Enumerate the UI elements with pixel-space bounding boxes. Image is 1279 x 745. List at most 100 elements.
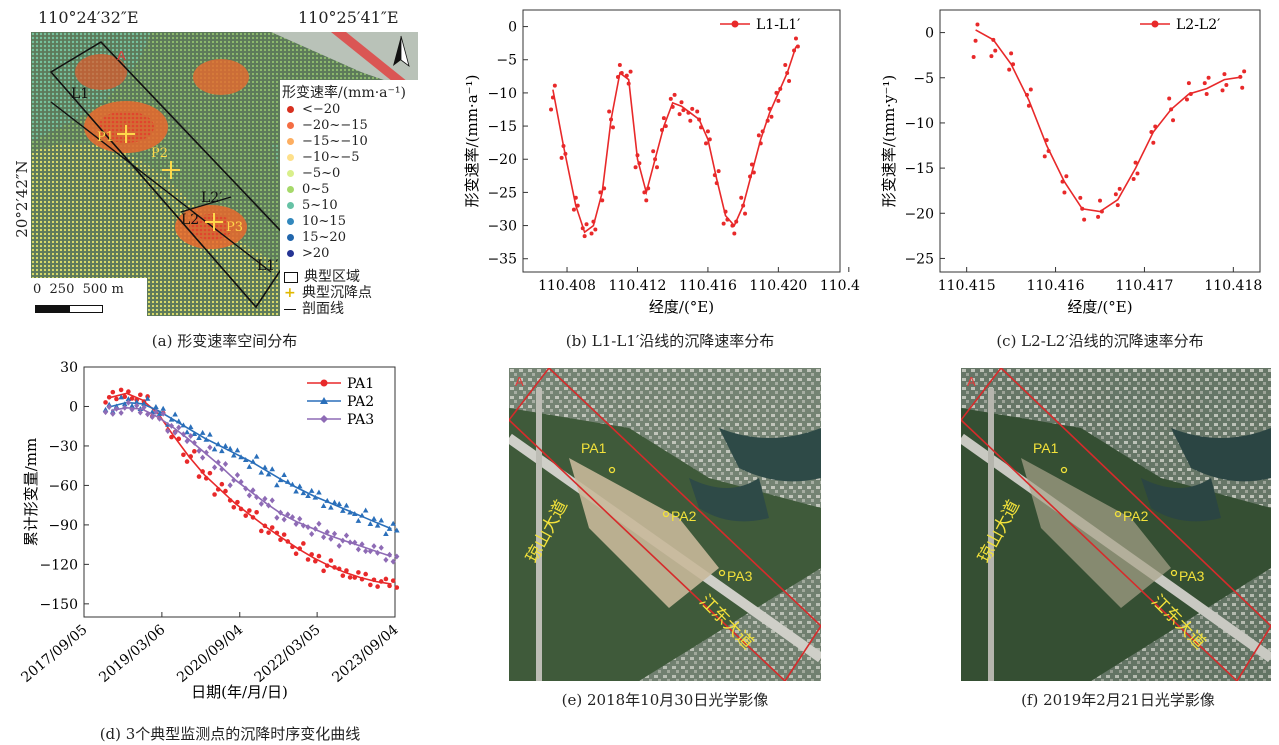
data-point <box>200 454 206 461</box>
data-point <box>721 221 726 226</box>
data-point <box>321 534 327 541</box>
data-point <box>269 466 276 472</box>
data-point <box>227 482 233 489</box>
data-point <box>378 517 385 523</box>
data-point <box>188 432 194 439</box>
data-point <box>207 444 213 451</box>
optical-image-2018: A PA1 PA2 PA3 琼山大道 江东大道 <box>509 368 821 681</box>
data-point <box>340 537 346 544</box>
legend-dot-icon <box>287 170 294 177</box>
data-point <box>1113 192 1118 197</box>
chart-c: 110.415 110.416 110.417 110.418 0 −5 −10 −15 −20… <box>880 9 1262 316</box>
legend-marker <box>320 397 328 404</box>
data-point <box>394 585 400 590</box>
data-point <box>1007 67 1012 72</box>
label-pa3: PA3 <box>1179 568 1205 584</box>
data-point <box>375 584 380 589</box>
data-point <box>371 515 377 521</box>
data-point <box>756 133 761 138</box>
data-point <box>730 223 735 228</box>
data-point <box>347 539 353 546</box>
data-point <box>320 502 327 508</box>
data-point <box>363 548 369 555</box>
y-tick-label: −25 <box>487 185 517 201</box>
data-point <box>707 137 712 142</box>
data-point <box>575 203 580 208</box>
data-point <box>1188 92 1193 97</box>
data-point <box>316 489 322 495</box>
series-line-pa2 <box>110 401 392 530</box>
data-point <box>110 410 116 417</box>
data-point <box>180 422 187 428</box>
data-point <box>1206 75 1211 80</box>
data-point <box>1044 138 1049 143</box>
data-point <box>624 73 629 78</box>
data-point <box>688 118 693 123</box>
data-point <box>359 512 365 518</box>
data-point <box>690 106 695 111</box>
data-point <box>207 431 213 437</box>
caption-c: (c) L2-L2′沿线的沉降速率分布 <box>996 332 1204 350</box>
data-point <box>549 107 554 112</box>
data-point <box>1222 72 1227 77</box>
data-point <box>266 530 271 535</box>
legend-label: PA1 <box>347 376 374 392</box>
data-point <box>1011 62 1016 67</box>
deformation-map: A L1 L1′ L2 L2′ P1 P2 P3 0 250 500 m 形变速… <box>31 32 418 316</box>
data-point <box>234 472 241 479</box>
data-point <box>394 527 400 533</box>
legend-label: PA2 <box>347 394 374 410</box>
data-point <box>607 109 612 114</box>
y-tick-label: 0 <box>925 26 934 42</box>
data-point <box>328 504 334 510</box>
x-tick-label: 2019/03/06 <box>96 622 168 686</box>
legend-item-label: 0~5 <box>302 182 330 197</box>
data-point <box>1240 85 1245 90</box>
data-point <box>284 478 291 484</box>
x-tick-label: 110.418 <box>1204 278 1262 294</box>
data-point <box>1220 88 1225 93</box>
data-point <box>192 449 197 454</box>
data-point <box>394 553 400 560</box>
data-point <box>172 429 178 436</box>
data-point <box>695 109 700 114</box>
data-point <box>343 532 350 539</box>
data-point <box>741 203 746 208</box>
legend-items: <−20 −20~−15 −15~−10 −10~−5 −5~0 0~5 5~10 10~15… <box>284 102 368 262</box>
legend-item: 5~10 <box>284 198 368 214</box>
data-point <box>296 483 303 489</box>
data-point <box>316 520 322 527</box>
data-point <box>223 488 228 494</box>
data-point <box>290 544 295 550</box>
data-point <box>219 448 225 454</box>
legend-item-label: 10~15 <box>302 214 346 229</box>
data-point <box>615 74 620 79</box>
legend-region-row: 典型区域 <box>284 266 360 286</box>
data-point <box>188 454 193 459</box>
data-point <box>375 549 381 556</box>
data-point <box>628 69 633 74</box>
data-point <box>646 186 651 191</box>
data-point <box>168 416 175 422</box>
data-point <box>563 151 568 156</box>
legend-line-label: 剖面线 <box>302 301 344 316</box>
data-point <box>359 541 365 548</box>
panel-f: A PA1 PA2 PA3 琼山大道 江东大道 (f) 2019年2月21日光学… <box>958 365 1278 745</box>
data-point <box>390 520 396 526</box>
legend-dot-icon <box>287 106 294 113</box>
data-point <box>305 492 311 498</box>
data-point <box>281 472 287 478</box>
legend-item: 0~5 <box>284 182 368 198</box>
data-point <box>765 118 770 123</box>
data-point <box>247 508 252 513</box>
data-point <box>274 482 280 488</box>
data-point <box>633 165 638 170</box>
data-point <box>238 454 244 460</box>
caption-e: (e) 2018年10月30日光学影像 <box>561 691 769 709</box>
data-point <box>591 219 596 224</box>
x-axis-label: 经度/(°E) <box>1067 298 1132 316</box>
data-point <box>767 106 772 111</box>
data-point <box>215 487 221 492</box>
data-point <box>308 487 315 493</box>
legend-marker <box>731 20 739 28</box>
